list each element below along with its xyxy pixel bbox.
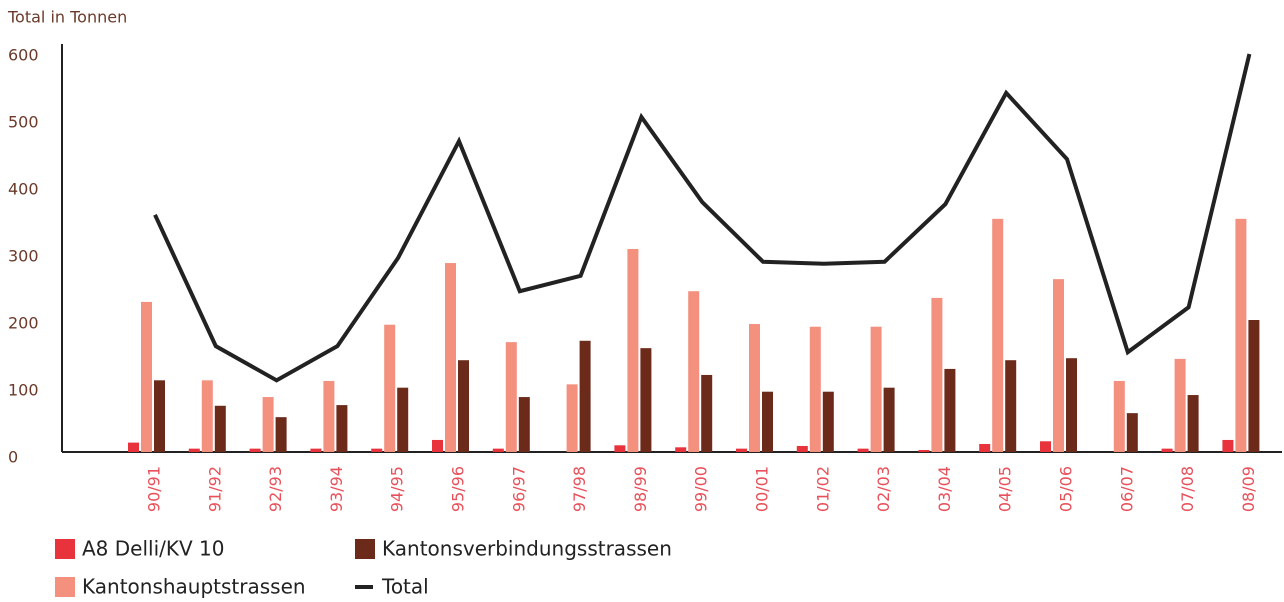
bar bbox=[1235, 218, 1247, 452]
bar bbox=[675, 447, 687, 452]
bar bbox=[566, 384, 578, 452]
bar bbox=[918, 449, 930, 452]
y-tick-label: 300 bbox=[8, 247, 39, 266]
x-tick-label: 05/06 bbox=[1057, 466, 1076, 512]
legend-swatch bbox=[55, 577, 75, 597]
bar bbox=[1005, 360, 1017, 452]
x-tick-label: 99/00 bbox=[692, 466, 711, 512]
bar bbox=[310, 448, 322, 452]
bar bbox=[384, 324, 396, 452]
legend-label: Total bbox=[381, 575, 429, 599]
x-tick-label: 91/92 bbox=[205, 466, 224, 512]
bar bbox=[1126, 413, 1138, 452]
bar bbox=[640, 348, 652, 452]
bar bbox=[154, 380, 165, 452]
bar bbox=[214, 405, 226, 452]
bar bbox=[1040, 441, 1051, 452]
bar bbox=[870, 326, 882, 452]
bar bbox=[931, 297, 943, 452]
legend-label: A8 Delli/KV 10 bbox=[82, 537, 224, 561]
bar bbox=[1174, 358, 1186, 452]
bar bbox=[762, 391, 773, 452]
bar bbox=[579, 340, 591, 452]
bar bbox=[1222, 439, 1234, 452]
x-tick-label: 92/93 bbox=[266, 466, 285, 512]
bar bbox=[944, 368, 956, 452]
bar bbox=[1248, 320, 1260, 452]
bar bbox=[141, 301, 152, 452]
bar bbox=[492, 448, 504, 452]
bar bbox=[701, 374, 713, 452]
bar bbox=[397, 387, 409, 452]
x-tick-label: 03/04 bbox=[935, 466, 954, 512]
bar bbox=[336, 405, 348, 452]
x-tick-label: 02/03 bbox=[874, 466, 893, 512]
bar bbox=[1066, 358, 1077, 452]
y-tick-label: 0 bbox=[8, 448, 18, 467]
bar bbox=[262, 397, 274, 452]
bar bbox=[505, 342, 517, 452]
bar bbox=[458, 360, 469, 452]
x-tick-label: 07/08 bbox=[1178, 466, 1197, 512]
bar bbox=[432, 439, 443, 452]
bar bbox=[796, 445, 808, 452]
bar bbox=[736, 448, 747, 452]
bar bbox=[614, 445, 626, 452]
bar bbox=[883, 387, 895, 452]
y-tick-label: 600 bbox=[8, 46, 39, 65]
bar bbox=[445, 263, 456, 452]
bar bbox=[128, 442, 139, 452]
line bbox=[153, 53, 1252, 383]
x-tick-label: 01/02 bbox=[813, 466, 832, 512]
y-tick-label: 100 bbox=[8, 381, 39, 400]
bar bbox=[1161, 448, 1173, 452]
bar bbox=[992, 218, 1004, 452]
bar bbox=[188, 448, 200, 452]
bar bbox=[822, 391, 834, 452]
bar bbox=[809, 326, 821, 452]
axis-label: Total in Tonnen bbox=[7, 8, 127, 27]
bar bbox=[249, 448, 261, 452]
x-tick-label: 93/94 bbox=[327, 466, 346, 512]
legend-label: Kantonsverbindungsstrassen bbox=[382, 537, 672, 561]
y-tick-label: 500 bbox=[8, 113, 39, 132]
bar bbox=[275, 417, 287, 452]
bar bbox=[857, 448, 869, 452]
x-tick-label: 00/01 bbox=[753, 466, 772, 512]
y-tick-label: 400 bbox=[8, 180, 39, 199]
x-tick-label: 08/09 bbox=[1239, 466, 1258, 512]
bar bbox=[371, 448, 383, 452]
legend-label: Kantonshauptstrassen bbox=[82, 575, 306, 599]
x-tick-label: 90/91 bbox=[145, 466, 164, 512]
bar bbox=[1053, 279, 1064, 452]
x-tick-label: 98/99 bbox=[631, 466, 650, 512]
legend-swatch bbox=[55, 539, 75, 559]
x-tick-label: 96/97 bbox=[509, 466, 528, 512]
x-tick-label: 97/98 bbox=[570, 466, 589, 512]
bar bbox=[323, 380, 335, 452]
legend-swatch bbox=[355, 585, 373, 589]
bar bbox=[518, 397, 530, 452]
x-tick-label: 94/95 bbox=[388, 466, 407, 512]
legend-swatch bbox=[355, 539, 375, 559]
y-tick-label: 200 bbox=[8, 314, 39, 333]
bar bbox=[979, 443, 991, 452]
bar bbox=[1187, 395, 1199, 452]
x-tick-label: 06/07 bbox=[1117, 466, 1136, 512]
bar bbox=[627, 248, 639, 452]
bar bbox=[1113, 380, 1125, 452]
bar bbox=[688, 291, 700, 452]
bar bbox=[201, 380, 213, 452]
bar bbox=[749, 324, 760, 452]
x-tick-label: 04/05 bbox=[996, 466, 1015, 512]
x-tick-label: 95/96 bbox=[449, 466, 468, 512]
